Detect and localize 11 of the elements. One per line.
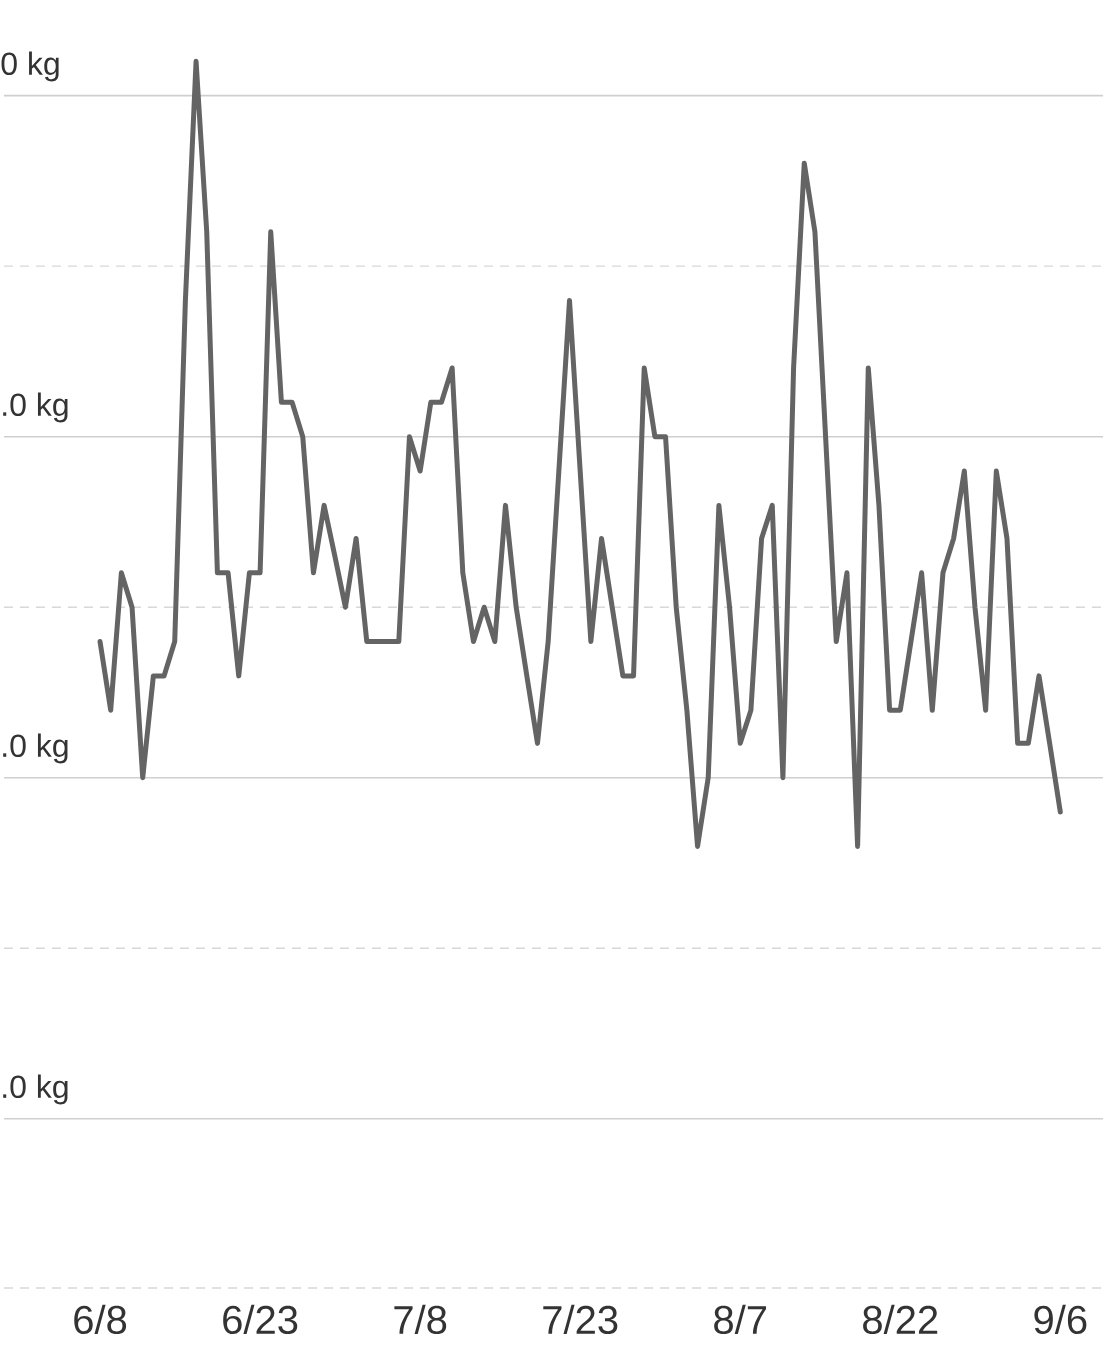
x-tick-label: 6/8 [74, 1304, 127, 1335]
x-tick-label: 7/8 [394, 1304, 447, 1335]
ref-line-label: .0 kg [3, 1074, 68, 1105]
x-tick-label: 9/6 [1034, 1304, 1087, 1335]
ref-line-label: .0 kg [3, 733, 68, 764]
ref-line-label: 0 kg [1, 51, 59, 82]
x-tick-label: 7/23 [543, 1304, 618, 1335]
x-tick-label: 8/7 [714, 1304, 767, 1335]
x-tick-label: 8/22 [863, 1304, 938, 1335]
x-tick-label: 6/23 [223, 1304, 298, 1335]
ref-line-label: .0 kg [3, 392, 68, 423]
